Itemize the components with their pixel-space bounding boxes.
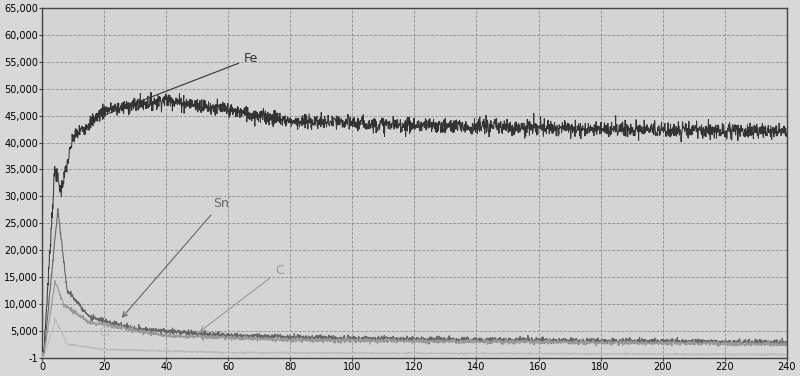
Text: Cr: Cr	[98, 326, 112, 339]
Text: Sn: Sn	[122, 197, 229, 317]
Text: Fe: Fe	[93, 52, 258, 120]
Text: C: C	[201, 264, 284, 331]
